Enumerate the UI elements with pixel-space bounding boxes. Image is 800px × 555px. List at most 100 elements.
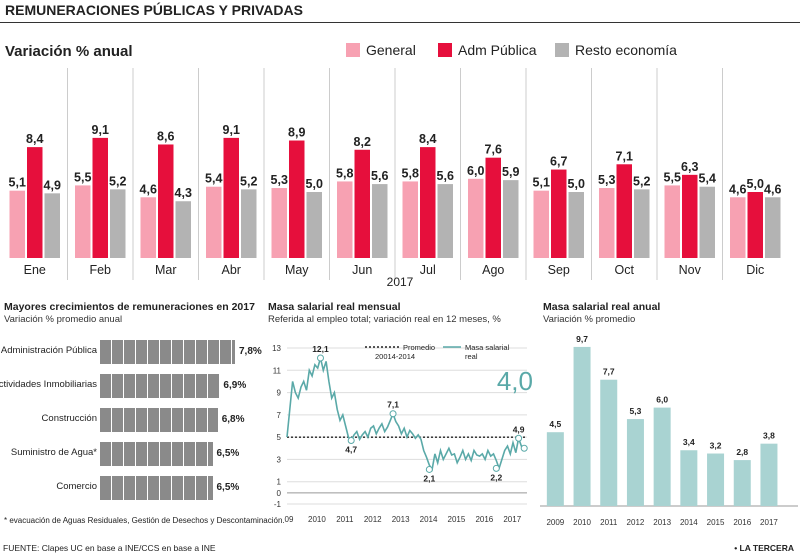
bar-value-label: 5,3 — [271, 173, 288, 187]
legend-series-label: Masa salarial — [465, 343, 510, 352]
bar-general — [75, 185, 91, 258]
bar-resto-economía — [110, 189, 126, 258]
legend-adm-label: Adm Pública — [458, 42, 537, 58]
bar-value-label: 5,8 — [336, 166, 353, 180]
annual-bar — [546, 432, 564, 506]
annotation-label: 7,1 — [387, 400, 399, 410]
bar-value-label: 5,5 — [74, 170, 91, 184]
bar-resto-economía — [437, 184, 453, 258]
hbar-value-label: 7,8% — [239, 346, 262, 357]
annotation-label: 4,9 — [513, 424, 525, 434]
annotation-marker — [347, 436, 355, 444]
last-point-marker — [520, 444, 528, 452]
bar-adm-pública — [485, 157, 501, 258]
hbar-bar — [100, 442, 213, 466]
annual-year-label: 2015 — [707, 518, 725, 527]
hbar-bar — [100, 340, 235, 364]
month-label: May — [285, 263, 309, 277]
bar-general — [599, 188, 615, 258]
month-label: Ago — [482, 263, 504, 277]
bar-general — [730, 197, 746, 258]
hbar-bar — [100, 374, 220, 398]
bar-value-label: 5,2 — [240, 174, 257, 188]
month-label: Jun — [352, 263, 372, 277]
annotation-marker — [425, 465, 433, 473]
legend-adm: Adm Pública — [438, 42, 537, 58]
bar-resto-economía — [765, 197, 781, 258]
annotation-marker — [515, 434, 523, 442]
annual-title: Masa salarial real anual — [543, 301, 661, 313]
hbar-value-label: 6,5% — [216, 482, 240, 493]
bar-value-label: 7,6 — [485, 143, 502, 157]
line-title: Masa salarial real mensual — [268, 301, 401, 313]
annual-value-label: 9,7 — [576, 334, 588, 344]
bar-value-label: 8,4 — [26, 132, 43, 146]
bar-value-label: 5,6 — [437, 169, 454, 183]
bar-value-label: 5,1 — [533, 176, 550, 190]
bar-value-label: 5,2 — [109, 174, 126, 188]
annual-year-label: 2017 — [760, 518, 778, 527]
bar-value-label: 8,6 — [157, 129, 174, 143]
bar-general — [140, 197, 156, 258]
bar-resto-economía — [175, 201, 191, 258]
hbar-row: Comercio 6,5% — [0, 476, 265, 500]
x-tick-label: 2015 — [448, 515, 466, 524]
bar-value-label: 5,9 — [502, 165, 519, 179]
hbar-category-label: Administración Pública — [0, 345, 97, 356]
y-tick-label: 3 — [277, 455, 282, 464]
annual-year-label: 2011 — [600, 518, 618, 527]
hbar-bar — [100, 408, 218, 432]
bar-resto-economía — [306, 192, 322, 258]
bar-general — [533, 190, 549, 258]
bar-value-label: 5,4 — [699, 172, 716, 186]
x-tick-label: 2013 — [392, 515, 410, 524]
x-tick-label: 09 — [285, 515, 294, 524]
annual-bar-chart: 4,5 2009 9,7 2010 7,7 2011 5,3 2012 6,0 2013 3,4 20… — [540, 334, 798, 527]
bar-value-label: 4,6 — [764, 182, 781, 196]
annual-year-label: 2013 — [653, 518, 671, 527]
main-title: REMUNERACIONES PÚBLICAS Y PRIVADAS — [5, 2, 303, 18]
annual-value-label: 3,2 — [710, 441, 722, 451]
annotation-marker — [389, 410, 397, 418]
legend-resto: Resto economía — [555, 42, 677, 58]
annotation-marker — [316, 354, 324, 362]
bar-value-label: 5,8 — [402, 166, 419, 180]
bar-value-label: 4,6 — [729, 182, 746, 196]
legend-general: General — [346, 42, 416, 58]
bar-general — [402, 181, 418, 258]
bar-resto-economía — [568, 192, 584, 258]
annual-bar — [680, 450, 698, 506]
bar-value-label: 8,2 — [354, 135, 371, 149]
bar-general — [664, 185, 680, 258]
bar-value-label: 4,6 — [140, 182, 157, 196]
annual-bar — [573, 346, 591, 506]
annual-bar — [626, 419, 644, 506]
bar-value-label: 5,1 — [9, 176, 26, 190]
hbar-note: * evacuación de Aguas Residuales, Gestió… — [4, 516, 285, 525]
x-tick-label: 2017 — [503, 515, 521, 524]
year-label: 2017 — [387, 275, 414, 288]
bar-resto-economía — [634, 189, 650, 258]
legend-average-years: 20014-2014 — [375, 352, 415, 361]
x-tick-label: 2014 — [420, 515, 438, 524]
bar-value-label: 5,4 — [205, 172, 222, 186]
big-value-label: 4,0 — [497, 366, 533, 396]
annual-bar — [760, 443, 778, 506]
legend-general-label: General — [366, 42, 416, 58]
annual-year-label: 2016 — [733, 518, 751, 527]
brand-logo: • LA TERCERA — [734, 543, 794, 553]
annual-value-label: 4,5 — [549, 419, 561, 429]
annotation-label: 2,1 — [423, 473, 435, 483]
bar-resto-economía — [241, 189, 257, 258]
month-label: Mar — [155, 263, 177, 277]
y-tick-label: 11 — [273, 366, 282, 375]
bar-value-label: 4,3 — [175, 186, 192, 200]
bar-adm-pública — [158, 144, 174, 258]
bar-adm-pública — [354, 149, 370, 258]
hbar-subtitle: Variación % promedio anual — [4, 314, 123, 325]
bar-adm-pública — [420, 147, 436, 258]
y-tick-label: 0 — [277, 489, 282, 498]
line-subtitle: Referida al empleo total; variación real… — [268, 314, 501, 325]
bar-adm-pública — [682, 174, 698, 258]
bar-adm-pública — [289, 140, 305, 258]
